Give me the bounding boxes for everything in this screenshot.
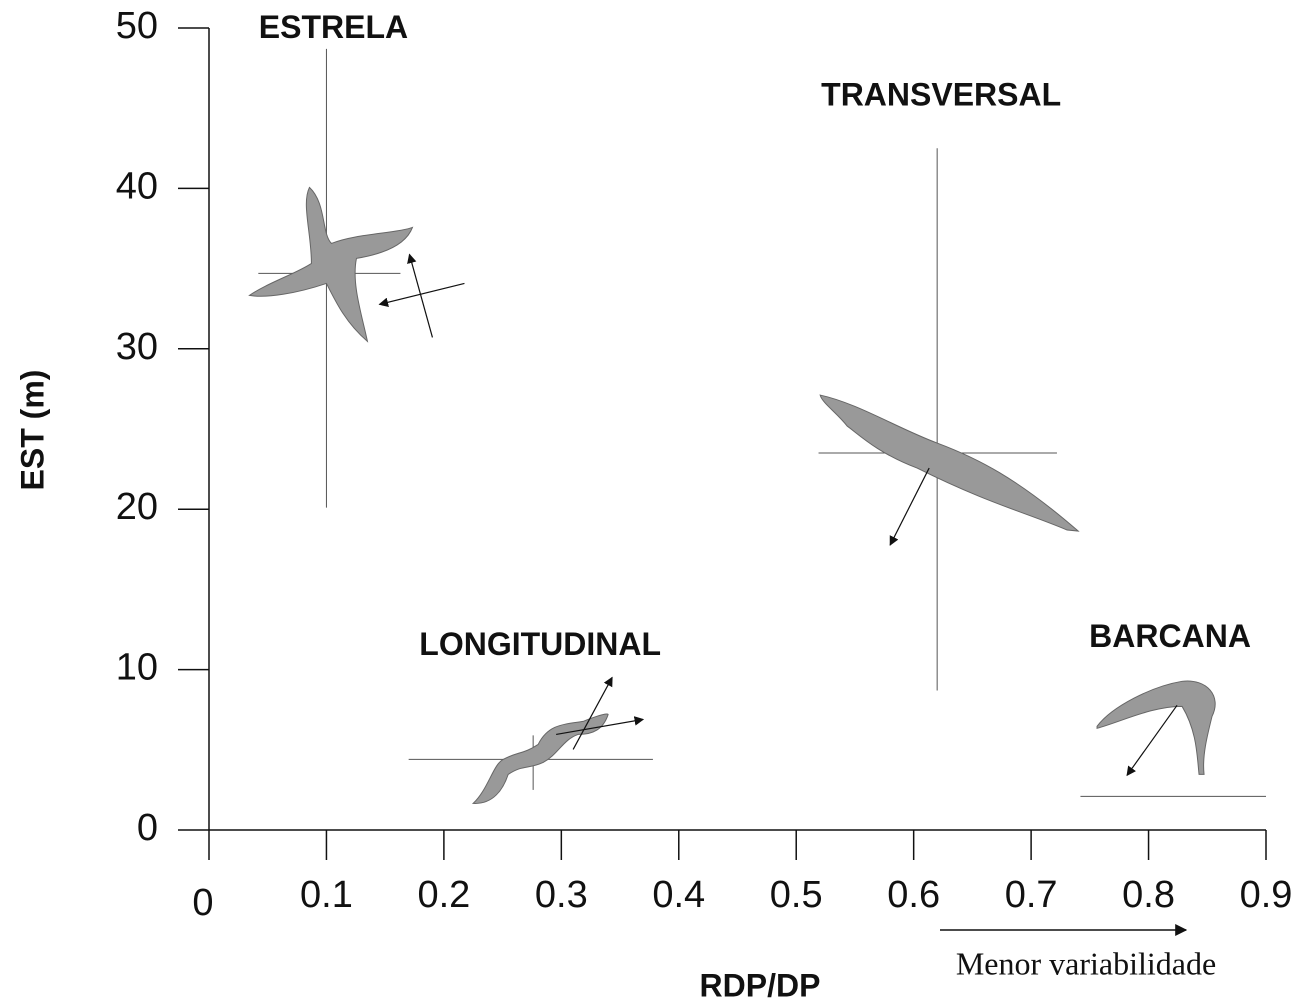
x-tick-label: 0.8 (1122, 874, 1175, 916)
direction-arrow (1126, 704, 1178, 777)
dune-label: TRANSVERSAL (821, 77, 1061, 113)
x-tick-label: 0.2 (417, 874, 470, 916)
y-tick-label: 30 (116, 326, 158, 368)
annotation: Menor variabilidade (956, 945, 1216, 981)
y-tick-label: 50 (116, 5, 158, 47)
y-tick-label: 10 (116, 647, 158, 689)
dune-shape (1096, 680, 1216, 775)
dune-shape (819, 394, 1080, 532)
x-tick-label: 0 (192, 882, 213, 924)
direction-arrow (407, 253, 434, 338)
x-axis-label: RDP/DP (700, 967, 821, 1003)
x-tick-label: 0.9 (1240, 874, 1293, 916)
dune-shape (248, 186, 414, 343)
dune-label: ESTRELA (259, 9, 408, 45)
x-tick-label: 0.6 (887, 874, 940, 916)
direction-arrow (556, 716, 645, 736)
x-tick-label: 0.4 (652, 874, 705, 916)
x-tick-label: 0.1 (300, 874, 353, 916)
y-axis-label: EST (m) (14, 370, 50, 491)
dune-shape (471, 713, 609, 804)
y-tick-label: 20 (116, 486, 158, 528)
direction-arrow (889, 467, 930, 546)
x-tick-label: 0.5 (770, 874, 823, 916)
direction-arrow (378, 282, 465, 307)
x-tick-label: 0.3 (535, 874, 588, 916)
x-tick-label: 0.7 (1005, 874, 1058, 916)
y-tick-label: 40 (116, 165, 158, 207)
direction-arrow (572, 676, 613, 750)
dune-label: LONGITUDINAL (419, 626, 661, 662)
dune-label: BARCANA (1089, 618, 1251, 654)
y-tick-label: 0 (137, 807, 158, 849)
